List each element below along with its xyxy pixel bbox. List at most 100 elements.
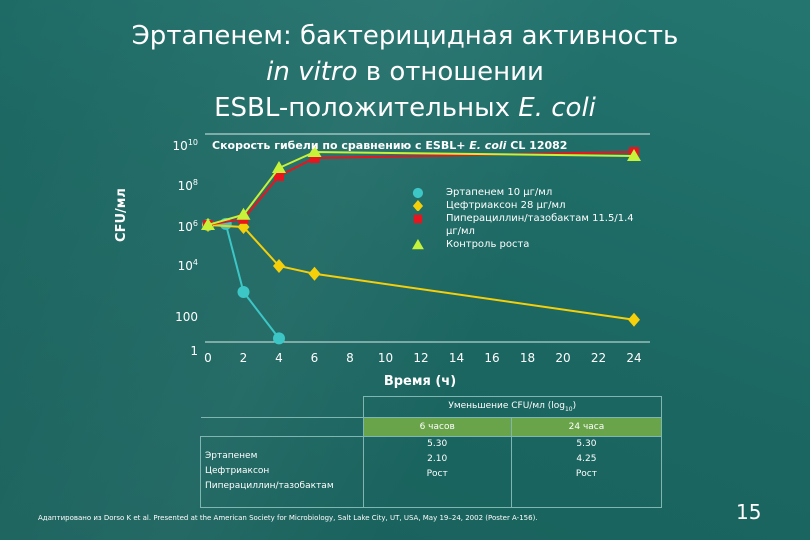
x-tick-label: 24: [626, 351, 642, 365]
table-col-24h: 24 часа: [510, 417, 663, 437]
y-tick-label: 1010: [150, 138, 198, 153]
legend-entry: Цефтриаксон 28 µг/мл: [410, 199, 642, 212]
table-header-sub: 10: [564, 405, 573, 413]
title-line-2-rest: в отношении: [357, 57, 544, 87]
source-citation: Адаптировано из Dorso K et al. Presented…: [38, 514, 538, 522]
table-header-end: ): [572, 401, 577, 412]
data-point: [201, 217, 215, 230]
y-tick-label: 100: [150, 310, 198, 324]
table-header-main: Уменьшение CFU/мл (log10): [362, 396, 662, 418]
x-tick-label: 22: [590, 351, 607, 365]
legend-label: Контроль роста: [446, 239, 530, 250]
legend-label: Цефтриаксон 28 µг/мл: [446, 200, 566, 211]
series: [201, 145, 641, 230]
legend-label: Эртапенем 10 µг/мл: [446, 187, 553, 198]
x-tick-label: 2: [239, 351, 248, 365]
y-tick-exponent: 8: [192, 178, 198, 187]
chart-subtitle-ecoli: + E. coli: [456, 139, 507, 152]
legend-entry: Эртапенем 10 µг/мл: [410, 186, 642, 199]
data-point: [272, 161, 286, 173]
y-tick-label: 106: [150, 219, 198, 234]
y-tick-base: 100: [175, 310, 198, 324]
table-empty-corner: [200, 396, 364, 418]
table-col-6h: 6 часов: [362, 417, 512, 437]
x-tick-label: 18: [519, 351, 536, 365]
slide-title: Эртапенем: бактерицидная активность in v…: [70, 18, 740, 126]
y-tick-exponent: 4: [192, 258, 198, 267]
data-point: [628, 312, 640, 327]
data-point: [412, 200, 424, 211]
y-tick-base: 10: [177, 259, 193, 273]
table-drug-names: Эртапенем Цефтриаксон Пиперациллин/тазоб…: [200, 436, 364, 508]
y-tick-label: 1: [150, 344, 198, 358]
legend-entry: Контроль роста: [410, 238, 642, 251]
title-esbl: ESBL-положительных: [214, 93, 519, 123]
data-point: [273, 332, 285, 345]
x-tick-label: 16: [484, 351, 500, 365]
table-row-name: Цефтриаксон: [205, 466, 270, 476]
legend-entry: Пиперациллин/тазобактам 11.5/1.4 µг/мл: [410, 212, 642, 238]
legend-label: Пиперациллин/тазобактам 11.5/1.4 µг/мл: [446, 213, 634, 237]
y-tick-base: 10: [172, 139, 188, 153]
y-tick-base: 10: [177, 220, 193, 234]
data-point: [627, 149, 641, 161]
data-point: [273, 259, 285, 273]
data-point: [237, 286, 250, 298]
table-empty-left: [200, 417, 364, 437]
table-row-name: Эртапенем: [205, 451, 258, 461]
x-tick-label: 6: [310, 351, 319, 365]
data-point: [412, 239, 424, 250]
x-tick-label: 4: [275, 351, 283, 365]
table-cell: Рост: [426, 469, 448, 479]
table-header-text: Уменьшение CFU/мл (log: [448, 401, 565, 412]
legend-marker: [412, 239, 424, 250]
x-tick-label: 12: [413, 351, 429, 365]
table-cell: 5.30: [576, 439, 597, 449]
data-point: [307, 145, 322, 157]
data-point: [309, 153, 320, 163]
y-tick-base: 10: [177, 179, 193, 193]
y-tick-exponent: 10: [187, 138, 198, 147]
title-line-1: Эртапенем: бактерицидная активность: [131, 21, 679, 51]
chart-subtitle-part1: Скорость гибели по сравнению с ESBL: [212, 139, 457, 152]
table-cell: 4.25: [576, 454, 597, 464]
legend-marker: [412, 187, 424, 198]
data-point: [412, 187, 424, 198]
data-point: [274, 171, 284, 181]
x-axis-label: Время (ч): [383, 374, 457, 389]
data-point: [308, 266, 321, 281]
title-ecoli: E. coli: [518, 93, 596, 123]
table-row-name: Пиперациллин/тазобактам: [205, 481, 334, 491]
y-tick-exponent: 6: [192, 219, 198, 228]
title-line-3: ESBL-положительных E. coli: [70, 90, 740, 126]
series-layer: [201, 145, 641, 345]
series: [202, 217, 285, 345]
title-line-2: in vitro в отношении: [70, 54, 740, 90]
y-tick-base: 1: [190, 344, 198, 358]
y-tick-label: 104: [150, 258, 198, 273]
chart-subtitle-strain: CL 12082: [506, 139, 568, 152]
x-tick-label: 8: [346, 351, 354, 365]
table-cell: Рост: [575, 469, 597, 479]
series-line: [207, 222, 280, 340]
x-tick-label: 14: [448, 351, 465, 365]
results-table: Уменьшение CFU/мл (log10) 6 часов 24 час…: [200, 396, 663, 508]
chart-legend: Эртапенем 10 µг/мл Цефтриаксон 28 µг/мл Пи…: [410, 186, 642, 251]
y-axis-label: CFU/мл: [114, 188, 129, 242]
x-tick-label: 0: [204, 351, 212, 365]
table-values-24h: 5.30 4.25 Рост: [510, 436, 663, 508]
data-point: [413, 214, 423, 224]
x-tick-label: 20: [555, 351, 571, 365]
y-tick-label: 108: [150, 178, 198, 193]
table-cell: 5.30: [427, 439, 448, 449]
legend-marker: [413, 214, 423, 224]
legend-marker: [412, 200, 424, 211]
title-in-vitro: in vitro: [266, 57, 358, 87]
chart-subtitle: Скорость гибели по сравнению с ESBL+ E. …: [212, 139, 640, 152]
table-cell: 2.10: [427, 454, 448, 464]
x-tick-label: 10: [377, 351, 394, 365]
page-number: 15: [736, 500, 762, 524]
data-point: [236, 207, 251, 220]
table-values-6h: 5.30 2.10 Рост: [362, 436, 512, 508]
